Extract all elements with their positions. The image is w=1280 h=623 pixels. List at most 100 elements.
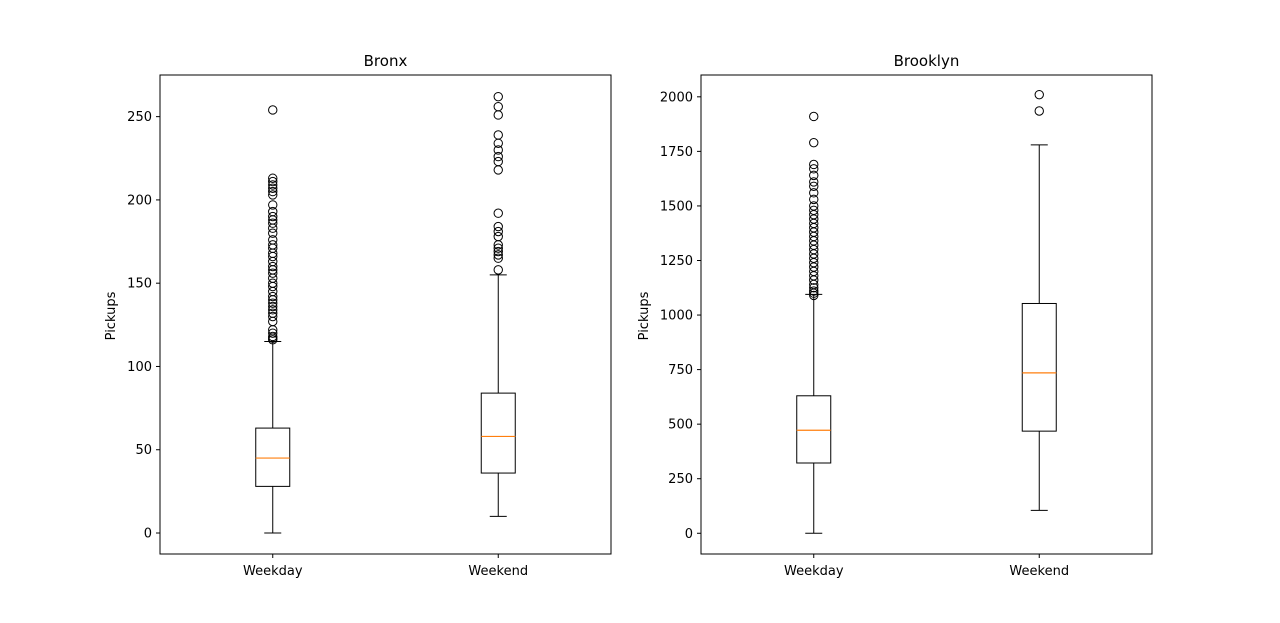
outlier-point	[268, 273, 278, 283]
x-tick-label: Weekend	[468, 564, 528, 579]
outlier-point	[493, 130, 503, 140]
outlier-point	[809, 283, 819, 293]
y-tick-label: 250	[668, 472, 693, 487]
outlier-point	[1034, 106, 1044, 116]
outlier-point	[268, 186, 278, 197]
iqr-box	[796, 395, 832, 464]
x-ticks: Weekday Weekend	[243, 554, 528, 579]
panel-title: Bronx	[364, 52, 408, 70]
y-tick-label: 50	[135, 443, 152, 458]
outlier-point	[268, 200, 278, 210]
outlier-point	[268, 331, 278, 342]
outlier-point	[268, 190, 278, 200]
outlier-point	[268, 223, 278, 233]
outlier-point	[268, 218, 278, 228]
panel-title: Brooklyn	[894, 52, 960, 70]
outlier-point	[268, 268, 278, 278]
outlier-point	[493, 265, 503, 275]
y-tick-label: 250	[127, 110, 152, 125]
outlier-point	[493, 243, 503, 253]
outlier-point	[809, 137, 819, 148]
outlier-point	[268, 311, 278, 322]
outlier-point	[493, 165, 503, 175]
y-ticks: 0 50 100 150 200 250	[127, 110, 160, 542]
y-tick-label: 1500	[660, 199, 693, 214]
boxes	[255, 91, 516, 534]
outlier-point	[493, 221, 503, 232]
outlier-point	[268, 301, 278, 312]
x-tick-label: Weekday	[784, 564, 844, 579]
outlier-point	[268, 298, 278, 308]
iqr-box	[480, 392, 516, 474]
box-weekend	[1021, 89, 1057, 511]
y-tick-label: 200	[127, 193, 152, 208]
y-tick-label: 0	[685, 527, 693, 542]
outlier-point	[493, 250, 503, 260]
outlier-point	[1034, 89, 1044, 100]
plot-frame	[159, 74, 612, 555]
outlier-point	[493, 110, 503, 120]
y-ticks: 0 250 500 750 1000 1250 1500 1750 2000	[660, 90, 701, 542]
outlier-point	[268, 308, 278, 318]
outlier-point	[809, 111, 819, 122]
outlier-point	[268, 176, 278, 187]
box-weekday	[255, 105, 291, 534]
outlier-point	[493, 156, 503, 167]
outlier-point	[268, 206, 278, 217]
outlier-point	[493, 208, 503, 218]
y-tick-label: 1000	[660, 309, 693, 324]
outlier-point	[493, 151, 503, 162]
outlier-point	[268, 328, 278, 338]
outlier-point	[809, 164, 819, 174]
x-tick-label: Weekend	[1009, 564, 1069, 579]
outlier-point	[809, 177, 819, 187]
outlier-point	[268, 286, 278, 297]
outlier-point	[809, 194, 819, 205]
outlier-point	[493, 246, 503, 257]
y-axis-label: Pickups	[637, 291, 652, 340]
outlier-point	[809, 159, 819, 170]
outlier-point	[268, 105, 278, 115]
plot-frame	[700, 74, 1153, 555]
outlier-point	[809, 170, 819, 181]
y-tick-label: 750	[668, 363, 693, 378]
outlier-point	[268, 228, 278, 238]
x-tick-label: Weekday	[243, 564, 303, 579]
outlier-point	[268, 211, 278, 222]
outlier-point	[268, 180, 278, 190]
y-tick-label: 0	[144, 527, 152, 542]
outlier-point	[809, 188, 819, 198]
y-tick-label: 100	[127, 360, 152, 375]
outlier-point	[268, 183, 278, 193]
outlier-point	[809, 290, 819, 301]
outlier-point	[493, 226, 503, 237]
y-tick-label: 2000	[660, 90, 693, 105]
outlier-point	[268, 316, 278, 327]
outlier-point	[268, 235, 278, 245]
outlier-point	[268, 173, 278, 183]
box-weekend	[480, 91, 516, 517]
outlier-point	[493, 101, 503, 112]
x-ticks: Weekday Weekend	[784, 554, 1069, 579]
outlier-point	[268, 291, 278, 302]
outlier-point	[809, 286, 819, 296]
outlier-point	[268, 261, 278, 272]
y-tick-label: 1250	[660, 254, 693, 269]
box-weekday	[796, 111, 832, 534]
outlier-point	[809, 201, 819, 211]
outlier-point	[493, 253, 503, 263]
outlier-point	[268, 240, 278, 250]
outlier-point	[268, 278, 278, 288]
outlier-point	[493, 231, 503, 242]
boxes	[796, 89, 1057, 534]
outlier-point	[493, 91, 503, 102]
outlier-point	[809, 205, 819, 215]
iqr-box	[255, 427, 291, 487]
outlier-point	[493, 145, 503, 155]
y-tick-label: 150	[127, 277, 152, 292]
y-tick-label: 1750	[660, 145, 693, 160]
y-tick-label: 500	[668, 418, 693, 433]
outlier-point	[268, 305, 278, 315]
